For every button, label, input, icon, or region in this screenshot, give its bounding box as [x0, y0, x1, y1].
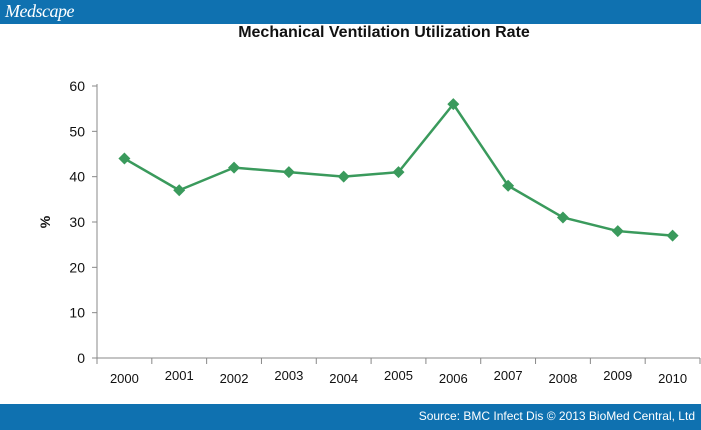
x-tick-label: 2005 — [384, 368, 413, 383]
data-point — [666, 229, 679, 242]
data-point — [502, 179, 515, 192]
x-tick-label: 2009 — [603, 368, 632, 383]
x-tick-label: 2001 — [165, 368, 194, 383]
data-point — [447, 98, 460, 111]
x-tick-label: 2007 — [494, 368, 523, 383]
source-credit: Source: BMC Infect Dis © 2013 BioMed Cen… — [418, 409, 695, 423]
y-tick-label: 40 — [69, 169, 85, 185]
brand-logo: Medscape — [5, 1, 74, 21]
x-tick-label: 2004 — [329, 371, 358, 386]
data-point — [337, 170, 350, 183]
data-point — [611, 225, 624, 238]
data-point — [282, 166, 295, 179]
data-point — [173, 184, 186, 197]
x-tick-label: 2010 — [658, 371, 687, 386]
data-point — [118, 152, 131, 165]
footer-bar: Source: BMC Infect Dis © 2013 BioMed Cen… — [0, 404, 701, 430]
y-axis-label: % — [37, 215, 53, 228]
y-tick-label: 20 — [69, 259, 85, 275]
x-tick-label: 2002 — [220, 371, 249, 386]
y-tick-label: 30 — [69, 214, 85, 230]
data-point — [228, 161, 241, 174]
x-tick-label: 2003 — [274, 368, 303, 383]
y-tick-label: 0 — [77, 350, 85, 366]
y-tick-label: 60 — [69, 78, 85, 94]
data-point — [392, 166, 405, 179]
chart-svg: 0 10 20 30 40 50 60 2000 2001 2002 2003 2004 2005 200… — [37, 78, 701, 386]
y-tick-label: 10 — [69, 305, 85, 321]
x-tick-label: 2008 — [548, 371, 577, 386]
x-tick-label: 2000 — [110, 371, 139, 386]
chart-title: Mechanical Ventilation Utilization Rate — [238, 24, 530, 41]
x-tick-label: 2006 — [439, 371, 468, 386]
y-tick-label: 50 — [69, 123, 85, 139]
data-point — [556, 211, 569, 224]
header-bar: Medscape — [0, 0, 701, 24]
chart: Mechanical Ventilation Utilization Rate … — [0, 24, 701, 404]
